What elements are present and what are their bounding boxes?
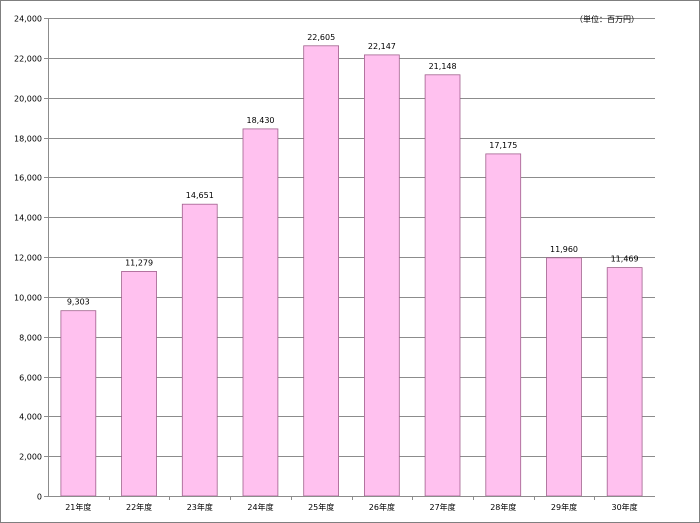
bar [606,267,643,497]
bar [485,153,522,497]
data-label: 11,960 [550,245,578,254]
data-label: 14,651 [186,191,214,200]
x-tick-labels: 21年度 22年度 23年度 24年度 25年度 26年度 27年度 28年度 29年度 30年度 [65,502,637,512]
x-tick-label: 22年度 [126,502,152,512]
y-tick-label: 20,000 [14,95,42,104]
x-tick-label: 24年度 [247,502,273,512]
data-label: 18,430 [247,116,275,125]
data-label: 17,175 [489,141,517,150]
x-tick-label: 28年度 [490,502,516,512]
data-labels: 9,303 11,279 14,651 18,430 22,605 22,147 21,14… [67,33,639,307]
y-tick-label: 24,000 [14,15,42,24]
data-label: 21,148 [429,62,457,71]
y-tick-label: 16,000 [14,174,42,183]
bars [60,45,643,497]
x-tick-label: 25年度 [308,502,334,512]
bar [181,203,218,497]
bar [546,257,582,497]
data-label: 11,279 [125,258,153,267]
data-label: 22,605 [307,33,335,42]
bar [121,270,157,497]
y-tick-label: 6,000 [19,374,42,383]
x-tick-label: 29年度 [551,502,577,512]
bar [363,54,400,497]
bar [60,310,97,497]
x-tick-label: 21年度 [65,502,91,512]
unit-label: （単位：百万円） [575,14,639,24]
axes [48,18,655,500]
data-label: 22,147 [368,42,396,51]
x-tick-label: 23年度 [187,502,213,512]
bar [242,128,279,497]
x-tick-label: 27年度 [430,502,456,512]
y-tick-label: 8,000 [19,334,42,343]
y-tick-label: 18,000 [14,135,42,144]
x-tick-label: 26年度 [369,502,395,512]
y-tick-label: 22,000 [14,55,42,64]
bar [303,45,340,497]
y-tick-label: 12,000 [14,254,42,263]
x-tick-label: 30年度 [612,502,638,512]
data-label: 9,303 [67,298,90,307]
y-tick-labels: 0 2,000 4,000 6,000 8,000 10,000 12,000 14,000 1… [14,15,42,502]
y-tick-label: 10,000 [14,294,42,303]
data-label: 11,469 [611,255,639,264]
bar [424,74,461,497]
y-tick-label: 0 [37,493,42,502]
y-tick-label: 2,000 [19,453,42,462]
y-tick-label: 14,000 [14,214,42,223]
y-tick-label: 4,000 [19,413,42,422]
